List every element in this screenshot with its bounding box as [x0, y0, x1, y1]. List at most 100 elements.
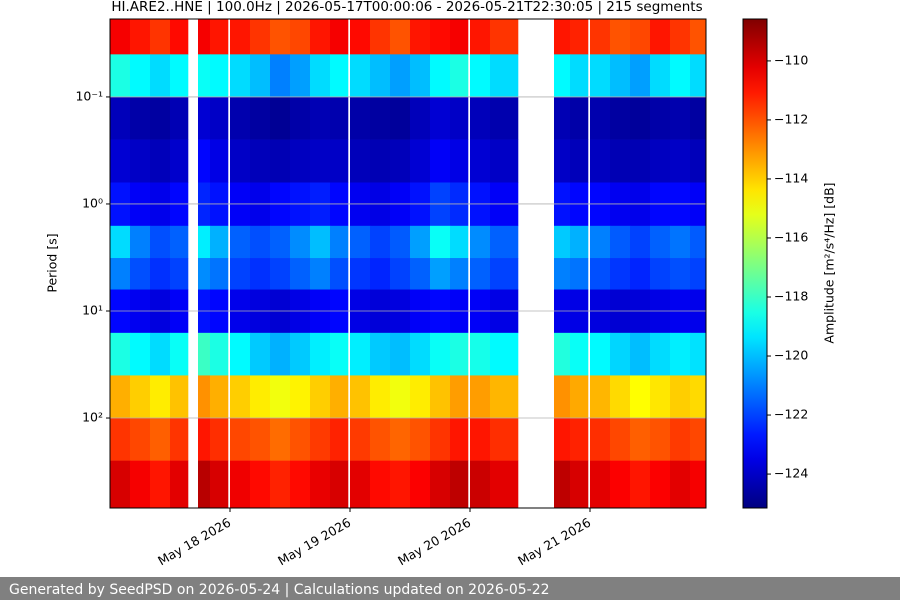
cell [290, 332, 311, 376]
cell [290, 54, 311, 98]
cell [210, 139, 229, 183]
cell [270, 258, 291, 290]
cell [290, 139, 311, 183]
cell [670, 19, 691, 55]
cell [210, 332, 229, 376]
cell [590, 375, 611, 419]
cell [110, 332, 131, 376]
cell [490, 54, 519, 98]
cell [410, 418, 431, 461]
cell [350, 96, 371, 140]
cell [198, 460, 211, 509]
cell [450, 139, 469, 183]
cell [570, 139, 589, 183]
cell [490, 19, 519, 55]
cell [650, 139, 671, 183]
cell [610, 96, 631, 140]
cell [130, 96, 151, 140]
cell [390, 332, 411, 376]
cell [310, 460, 331, 509]
cell [230, 139, 251, 183]
cell [490, 258, 519, 290]
colorbar-tick-label: −110 [774, 52, 808, 67]
cell [410, 332, 431, 376]
cell [110, 375, 131, 419]
cell [570, 258, 589, 290]
cell [110, 258, 131, 290]
cell [370, 54, 391, 98]
cell [450, 225, 469, 259]
cell [250, 375, 271, 419]
cell [690, 418, 707, 461]
cell [554, 375, 571, 419]
cell [198, 225, 211, 259]
cell [554, 225, 571, 259]
cell [630, 332, 651, 376]
cell [490, 96, 519, 140]
cell [630, 54, 651, 98]
cell [554, 258, 571, 290]
cell [670, 54, 691, 98]
cell [150, 460, 171, 509]
cell [430, 375, 451, 419]
cell [470, 460, 491, 509]
cell [150, 54, 171, 98]
cell [630, 375, 651, 419]
cell [310, 54, 331, 98]
cell [554, 418, 571, 461]
cell [370, 460, 391, 509]
cell [290, 460, 311, 509]
cell [690, 258, 707, 290]
cell [610, 460, 631, 509]
cell [630, 258, 651, 290]
cell [650, 54, 671, 98]
cell [670, 418, 691, 461]
cell [250, 258, 271, 290]
cell [230, 54, 251, 98]
cell [470, 19, 491, 55]
cell [150, 96, 171, 140]
cell [670, 375, 691, 419]
cell [670, 258, 691, 290]
cell [570, 460, 589, 509]
cell [130, 225, 151, 259]
cell [250, 225, 271, 259]
cell [270, 375, 291, 419]
cell [170, 332, 189, 376]
cell [690, 96, 707, 140]
footer-text: Generated by SeedPSD on 2026-05-24 | Cal… [9, 582, 550, 598]
cell [270, 332, 291, 376]
cell [270, 139, 291, 183]
cell [470, 375, 491, 419]
y-tick-label: 10¹ [82, 302, 103, 317]
cell [690, 19, 707, 55]
cell [330, 460, 349, 509]
cell [590, 139, 611, 183]
cell [350, 139, 371, 183]
cell [370, 418, 391, 461]
cell [150, 19, 171, 55]
cell [590, 96, 611, 140]
cell [690, 54, 707, 98]
cell [370, 96, 391, 140]
cell [670, 139, 691, 183]
cell [570, 418, 589, 461]
cell [430, 460, 451, 509]
cell [650, 418, 671, 461]
cell [270, 96, 291, 140]
colorbar-label: Amplitude [m²/s⁴/Hz] [dB] [822, 182, 837, 343]
cell [330, 54, 349, 98]
cell [610, 332, 631, 376]
cell [250, 460, 271, 509]
cell [310, 19, 331, 55]
cell [350, 418, 371, 461]
cell [110, 54, 131, 98]
cell [210, 460, 229, 509]
cell [430, 418, 451, 461]
cell [570, 96, 589, 140]
cell [198, 375, 211, 419]
cell [430, 19, 451, 55]
x-tick-label: May 21 2026 [515, 515, 593, 569]
